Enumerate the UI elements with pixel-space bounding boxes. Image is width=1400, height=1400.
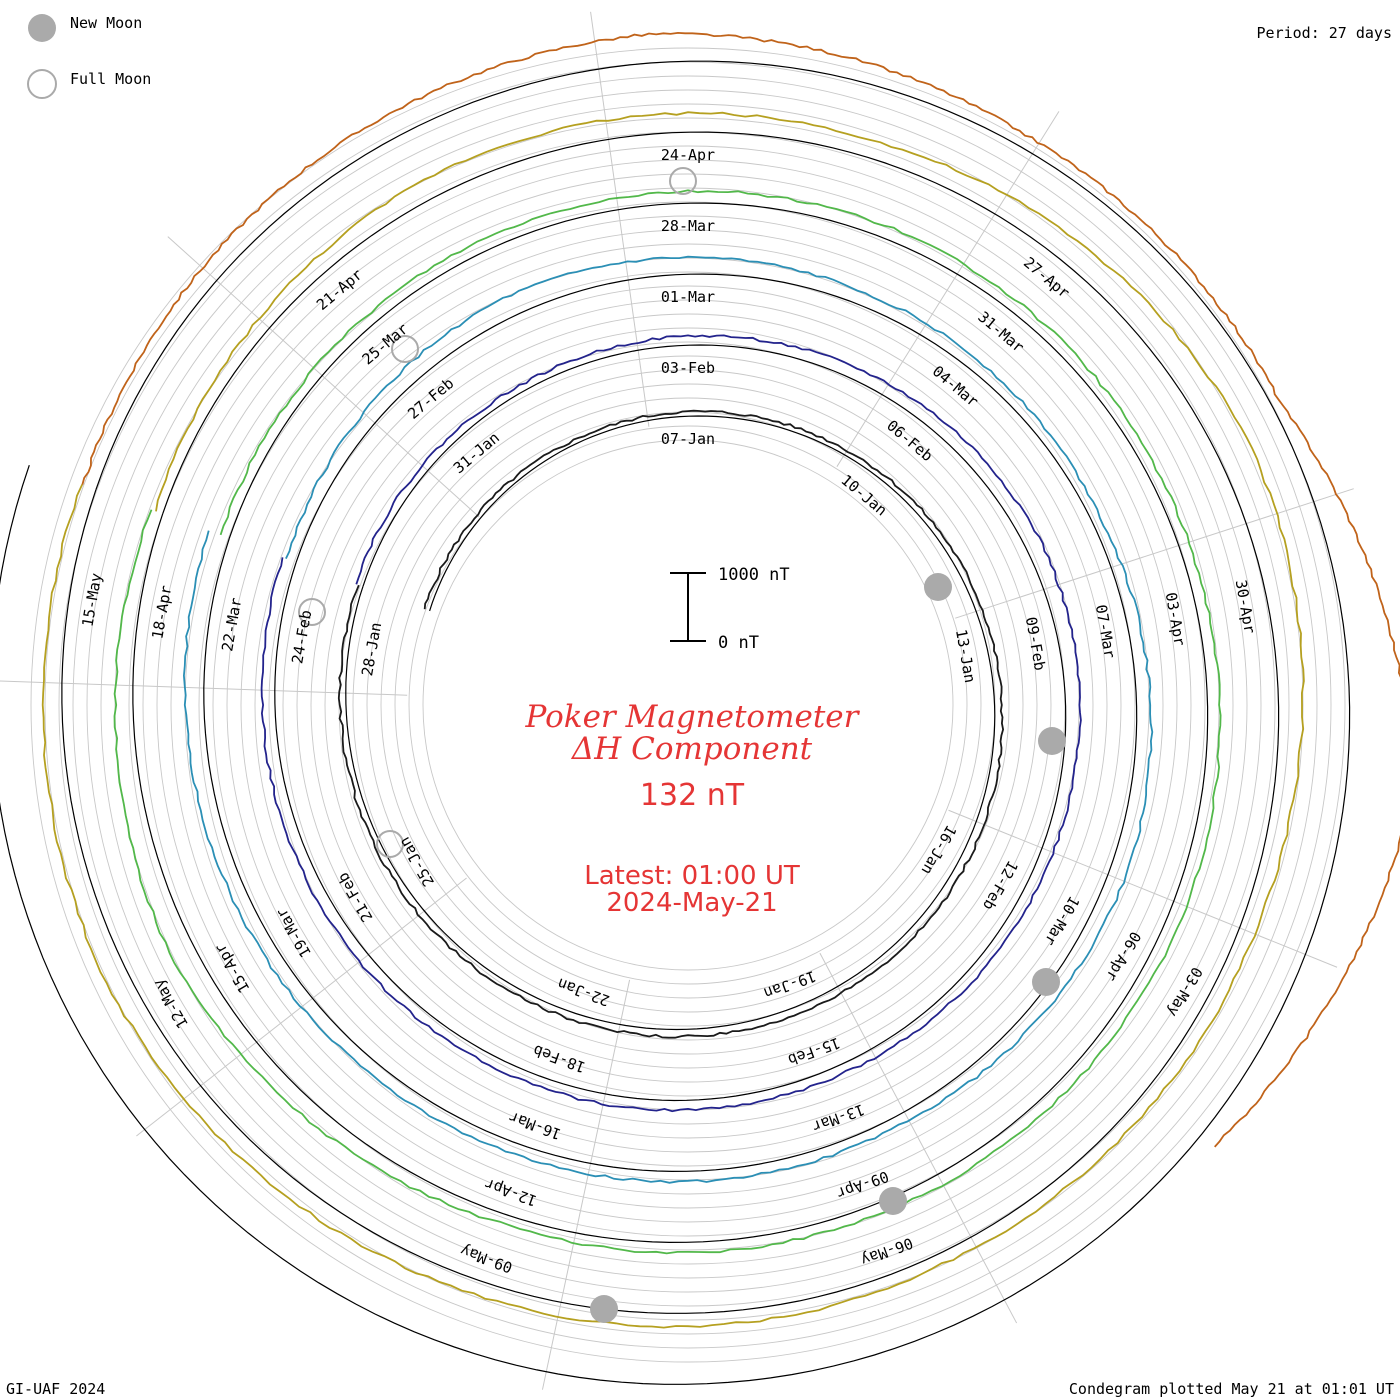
day-tick-label: 06-Feb <box>883 416 936 465</box>
full-moon-marker <box>376 830 404 858</box>
day-tick-label: 09-Feb <box>1022 615 1049 671</box>
latest-time: Latest: 01:00 UT <box>584 861 800 891</box>
grid-ring <box>72 89 1304 1321</box>
day-tick-label: 27-Feb <box>404 374 457 423</box>
grid-spoke <box>590 11 650 427</box>
series-baseline <box>0 60 1351 1385</box>
grid-ring <box>408 425 968 985</box>
credit-label: GI-UAF 2024 <box>6 1380 105 1398</box>
full-moon-marker <box>298 598 326 626</box>
new-moon-legend-icon <box>28 14 56 42</box>
grid-ring <box>254 271 1122 1139</box>
scale-bottom-label: 0 nT <box>718 633 759 653</box>
legend-full-moon-label: Full Moon <box>70 70 151 88</box>
grid-ring <box>30 47 1346 1363</box>
grid-spoke <box>819 952 1018 1324</box>
day-tick-label: 31-Jan <box>450 429 503 478</box>
grid-spoke <box>836 111 1060 467</box>
grid-spoke <box>955 488 1354 619</box>
day-tick-label: 13-Jan <box>952 628 979 684</box>
day-tick-label: 15-May <box>78 572 105 628</box>
new-moon-marker <box>879 1187 907 1215</box>
new-moon-marker <box>1032 968 1060 996</box>
day-tick-label: 30-Apr <box>1232 578 1259 634</box>
current-value: 132 nT <box>640 778 745 813</box>
series-line <box>81 31 1400 1148</box>
day-tick-label: 28-Mar <box>661 217 715 235</box>
day-tick-label: 03-Apr <box>1162 591 1189 647</box>
moon-markers <box>298 167 1066 1323</box>
chart-title-line1: Poker Magnetometer <box>525 699 861 735</box>
latest-date: 2024-May-21 <box>606 888 777 918</box>
day-tick-label: 15-Feb <box>785 1034 842 1069</box>
legend: New Moon Full Moon <box>27 14 151 99</box>
grid-ring <box>352 369 1024 1041</box>
scale-bar: 1000 nT 0 nT <box>670 565 790 653</box>
grid-ring <box>324 341 1052 1069</box>
grid-ring <box>282 299 1094 1111</box>
series-layer <box>0 31 1400 1385</box>
grid-ring <box>366 383 1010 1027</box>
legend-new-moon-label: New Moon <box>70 14 142 32</box>
period-label: Period: 27 days <box>1257 24 1392 42</box>
grid-ring <box>198 215 1178 1195</box>
grid-ring <box>226 243 1150 1167</box>
grid-ring <box>268 285 1108 1125</box>
series-baseline <box>345 415 996 1031</box>
day-tick-label: 07-Jan <box>661 430 715 448</box>
grid-spoke <box>0 680 408 696</box>
day-tick-label: 18-Apr <box>148 584 175 640</box>
day-tick-label: 06-May <box>858 1234 915 1269</box>
day-tick-label: 28-Jan <box>358 621 385 677</box>
series-baseline <box>61 131 1280 1314</box>
day-tick-label: 18-Feb <box>531 1041 588 1076</box>
grid-ring <box>86 103 1290 1307</box>
grid-ring <box>58 75 1318 1335</box>
grid-ring <box>44 61 1332 1349</box>
series-baseline <box>132 202 1209 1244</box>
day-tick-label: 03-Feb <box>661 359 715 377</box>
day-tick-label: 22-Jan <box>555 974 612 1009</box>
day-tick-label: 16-Mar <box>506 1108 563 1143</box>
grid-spoke <box>541 979 631 1390</box>
plotted-label: Condegram plotted May 21 at 01:01 UT <box>1069 1380 1394 1398</box>
day-tick-label: 07-Mar <box>1092 603 1119 659</box>
scale-top-label: 1000 nT <box>718 565 790 585</box>
grid-spoke <box>948 809 1338 968</box>
day-tick-label: 10-Jan <box>837 471 890 520</box>
series-line <box>41 111 1305 1329</box>
new-moon-marker <box>1038 727 1066 755</box>
grid-ring <box>240 257 1136 1153</box>
day-tick-label: 13-Mar <box>810 1100 867 1135</box>
chart-title-line2: ΔH Component <box>571 731 813 767</box>
series-baseline <box>203 273 1138 1173</box>
grid-ring <box>128 145 1248 1265</box>
series-line <box>260 334 1082 1113</box>
grid-ring <box>142 159 1234 1251</box>
day-tick-label: 01-Mar <box>661 288 715 306</box>
grid-ring <box>170 187 1206 1223</box>
series-baseline <box>274 344 1067 1102</box>
new-moon-marker <box>590 1295 618 1323</box>
full-moon-marker <box>391 335 419 363</box>
full-moon-marker <box>669 167 697 195</box>
new-moon-marker <box>924 573 952 601</box>
day-tick-label: 22-Mar <box>218 596 245 652</box>
series-line <box>182 255 1154 1184</box>
day-tick-label: 24-Apr <box>661 146 715 164</box>
day-tick-label: 12-Apr <box>482 1174 539 1209</box>
grid-ring <box>422 439 954 971</box>
series-line <box>337 409 1005 1039</box>
full-moon-legend-icon <box>27 69 57 99</box>
grid-ring <box>100 117 1276 1293</box>
series-line <box>113 189 1222 1255</box>
